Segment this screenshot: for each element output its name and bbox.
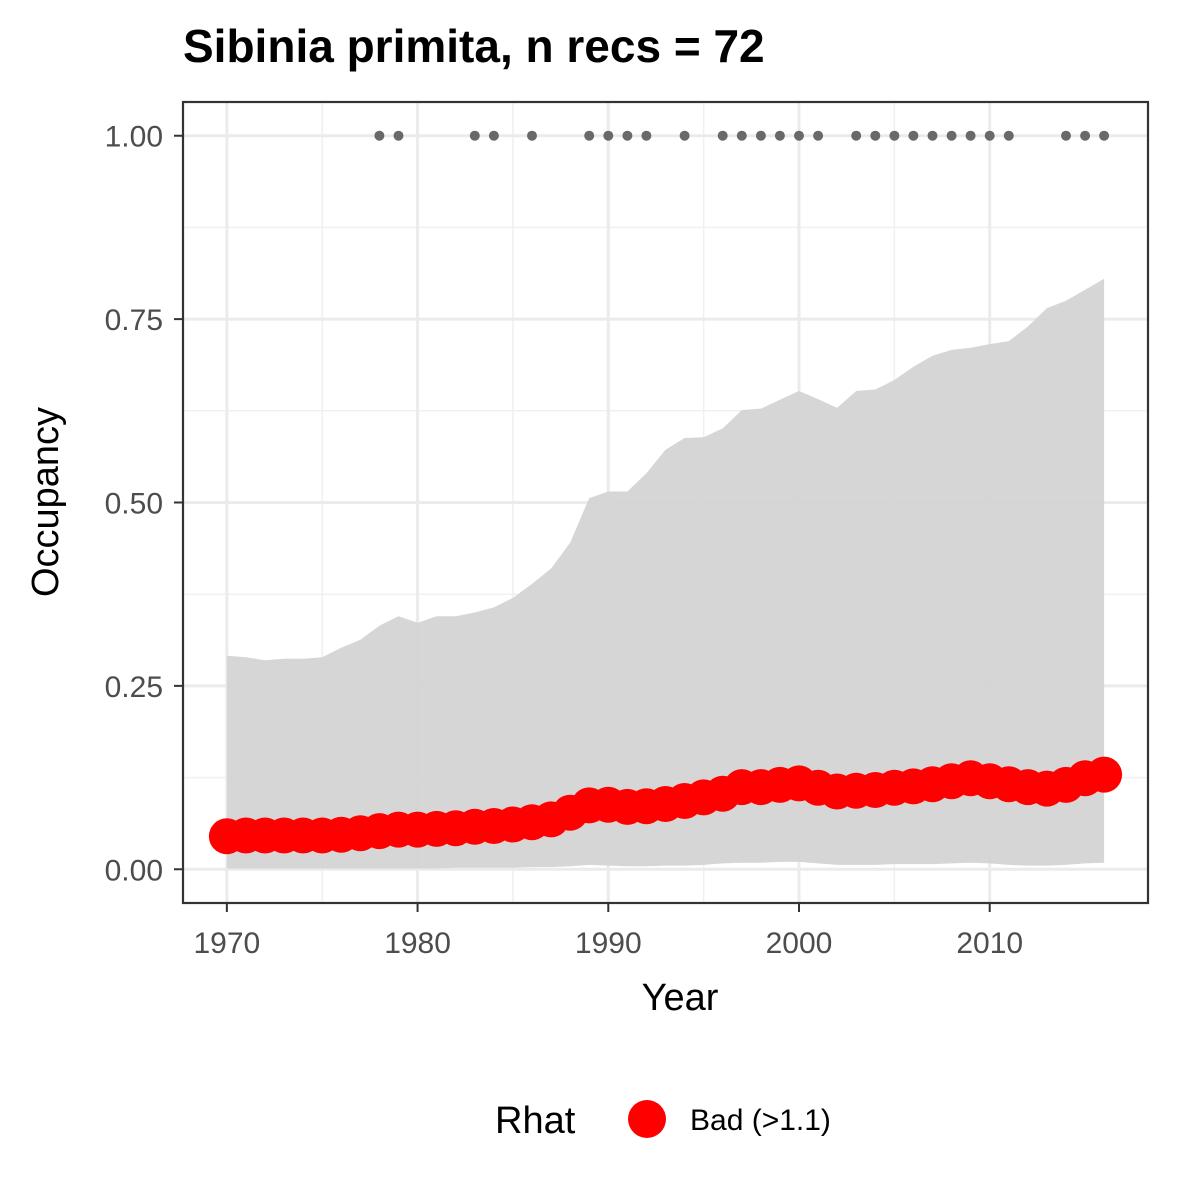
legend-label-bad: Bad (>1.1) — [690, 1104, 831, 1137]
y-axis: 0.00 0.25 0.50 0.75 1.00 — [105, 121, 183, 887]
record-point — [965, 130, 976, 141]
record-point — [1099, 130, 1110, 141]
record-point — [1003, 130, 1014, 141]
record-point — [374, 130, 385, 141]
y-tick-label: 1.00 — [105, 121, 163, 154]
credible-interval-band — [226, 278, 1105, 869]
record-point — [813, 130, 824, 141]
record-point — [527, 130, 537, 141]
record-point — [870, 130, 881, 141]
y-tick-label: 0.50 — [105, 488, 163, 521]
record-point — [908, 130, 919, 141]
y-tick-label: 0.25 — [105, 671, 163, 704]
record-point — [774, 130, 785, 141]
x-axis: 1970 1980 1990 2000 2010 — [193, 903, 1023, 960]
record-point — [851, 130, 862, 141]
record-layer — [374, 130, 1110, 141]
x-tick-label: 1970 — [193, 927, 260, 960]
credible-interval-layer — [226, 278, 1105, 869]
record-point — [927, 130, 938, 141]
y-axis-title: Occupancy — [25, 407, 67, 597]
x-tick-label: 1980 — [384, 927, 451, 960]
record-point — [1061, 130, 1071, 141]
record-point — [679, 130, 690, 141]
x-axis-title: Year — [642, 977, 719, 1019]
record-point — [755, 130, 766, 141]
record-point — [794, 130, 804, 141]
y-tick-label: 0.75 — [105, 304, 163, 337]
record-point — [1080, 130, 1091, 141]
record-point — [641, 130, 652, 141]
record-point — [946, 130, 957, 141]
legend: Rhat Bad (>1.1) — [495, 1100, 831, 1142]
record-point — [889, 130, 900, 141]
record-point — [736, 130, 747, 141]
mean-occupancy-point — [1086, 756, 1123, 793]
x-tick-label: 1990 — [575, 927, 642, 960]
record-point — [717, 130, 728, 141]
legend-key-bad — [628, 1100, 666, 1138]
record-point — [622, 130, 633, 141]
y-tick-label: 0.00 — [105, 854, 163, 887]
x-tick-label: 2000 — [766, 927, 833, 960]
mean-occupancy-layer — [208, 756, 1123, 855]
chart-title: Sibinia primita, n recs = 72 — [183, 20, 765, 72]
record-point — [488, 130, 499, 141]
record-point — [584, 130, 595, 141]
record-point — [603, 130, 614, 141]
x-tick-label: 2010 — [956, 927, 1023, 960]
record-point — [469, 130, 480, 141]
record-point — [393, 130, 404, 141]
legend-title: Rhat — [495, 1100, 576, 1142]
record-point — [984, 130, 995, 141]
